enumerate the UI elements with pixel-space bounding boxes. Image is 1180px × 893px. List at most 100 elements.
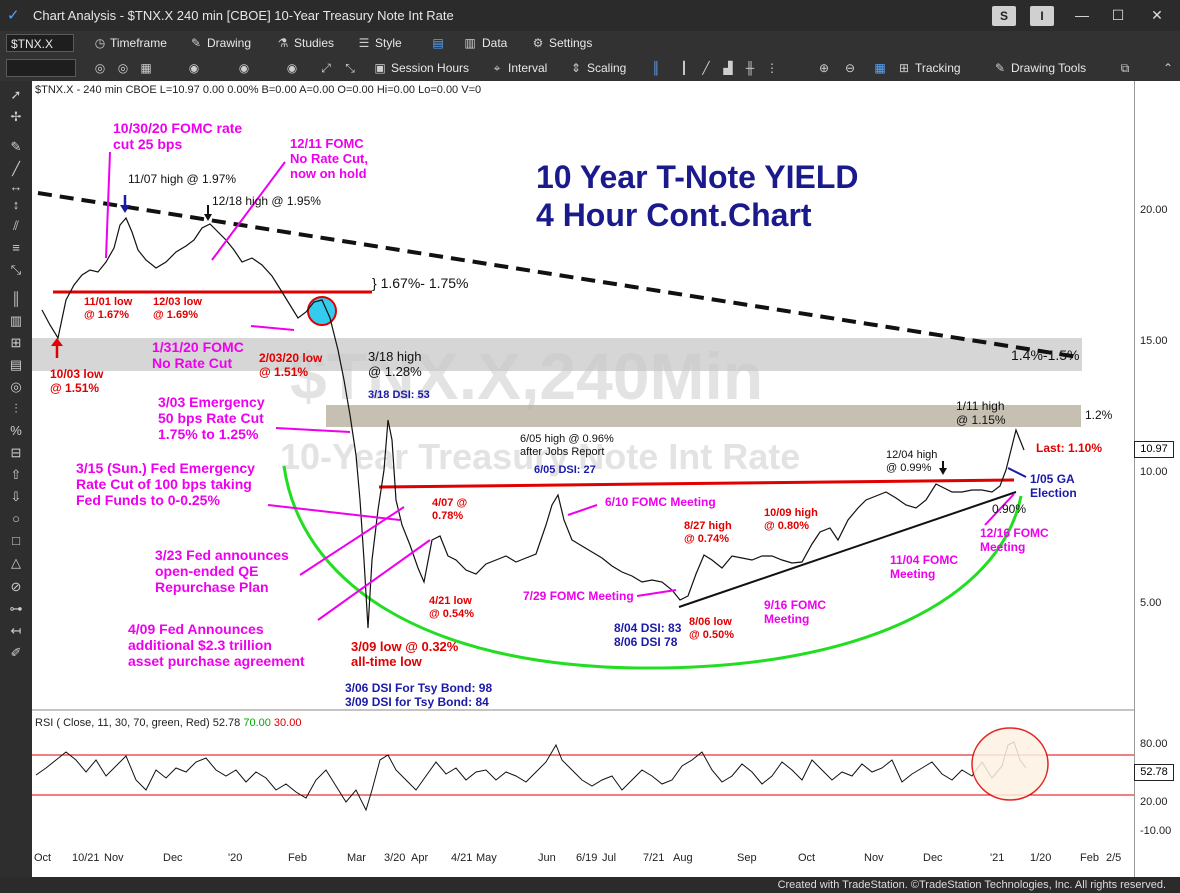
grid-icon[interactable]: ▦: [140, 61, 152, 75]
note-fomc-0916: 9/16 FOMC Meeting: [764, 598, 827, 626]
drawing-icon[interactable]: ✎: [190, 36, 202, 50]
chart-plot-area[interactable]: [32, 81, 1134, 877]
timeframe-menu[interactable]: Timeframe: [110, 36, 167, 50]
text-icon[interactable]: ≡: [12, 240, 20, 255]
gann-icon[interactable]: ⊞: [10, 335, 22, 350]
symbol-input[interactable]: $TNX.X: [6, 34, 74, 52]
note-high-0827: 8/27 high @ 0.74%: [684, 520, 732, 545]
dot-chart-icon[interactable]: ⋮: [766, 61, 778, 75]
pen-icon[interactable]: ✎: [10, 139, 22, 154]
interval-menu[interactable]: Interval: [508, 61, 548, 75]
x-tick: Apr: [411, 852, 429, 864]
note-val-0407: 4/07 @ 0.78%: [432, 497, 468, 522]
arrow-line-icon[interactable]: ⤡: [10, 262, 22, 277]
data-icon[interactable]: ▥: [464, 36, 476, 50]
note-dsi-0804: 8/04 DSI: 83 8/06 DSI 78: [614, 621, 682, 649]
triangle-icon[interactable]: △: [11, 555, 21, 570]
scaling-icon[interactable]: ⇕: [570, 61, 582, 75]
close-icon[interactable]: ✕: [1151, 7, 1163, 23]
zoom-in-icon[interactable]: ⊕: [818, 61, 830, 75]
circle-icon[interactable]: ○: [12, 511, 20, 526]
note-high-1218: 12/18 high @ 1.95%: [212, 194, 321, 208]
data-menu[interactable]: Data: [482, 36, 508, 50]
speed-icon[interactable]: ▤: [9, 357, 23, 372]
magnet-icon[interactable]: ⊘: [10, 579, 22, 594]
candle-chart-icon[interactable]: ┃: [680, 61, 688, 75]
link-icon[interactable]: ◎: [94, 61, 106, 75]
channel-icon[interactable]: ⫽: [13, 218, 19, 233]
zoom-back-icon[interactable]: ◉: [188, 61, 200, 75]
interval-icon[interactable]: ⌖: [493, 61, 501, 75]
andrews-icon[interactable]: ⫶: [14, 401, 18, 416]
settings-icon[interactable]: ⚙: [532, 36, 544, 50]
note-low-0309: 3/09 low @ 0.32% all-time low: [351, 639, 459, 669]
i-button[interactable]: I: [1030, 6, 1054, 26]
data-window-icon[interactable]: ▦: [874, 61, 886, 75]
style-icon[interactable]: ☰: [358, 36, 370, 50]
studies-icon[interactable]: ⚗: [277, 36, 289, 50]
bar-chart-icon[interactable]: ║: [651, 61, 661, 75]
x-tick: Dec: [923, 852, 943, 864]
percent-icon[interactable]: %: [10, 423, 22, 438]
move-icon[interactable]: ↤: [10, 623, 22, 638]
x-tick: '21: [990, 852, 1005, 864]
pointer-icon[interactable]: ➚: [10, 87, 22, 102]
x-tick: 4/21: [451, 852, 473, 864]
chart-type-icon[interactable]: ▤: [432, 36, 444, 50]
note-low-1101: 11/01 low @ 1.67%: [84, 296, 133, 321]
area-chart-icon[interactable]: ▟: [723, 61, 733, 75]
link2-icon[interactable]: ◎: [117, 61, 129, 75]
note-high-1009: 10/09 high @ 0.80%: [764, 507, 818, 532]
drawing-tools-icon[interactable]: ✎: [994, 61, 1006, 75]
line-chart-icon[interactable]: ╱: [702, 61, 710, 75]
tracking-menu[interactable]: Tracking: [915, 61, 961, 75]
fib-ext-icon[interactable]: ▥: [9, 313, 23, 328]
tracking-icon[interactable]: ⊞: [898, 61, 910, 75]
minimize-icon[interactable]: —: [1075, 7, 1089, 23]
price-icon[interactable]: ⊟: [10, 445, 22, 460]
x-tick: Jun: [538, 852, 556, 864]
arrow-down-icon[interactable]: ⇩: [10, 489, 22, 504]
arrow-up-icon[interactable]: ⇧: [10, 467, 22, 482]
rsi-os: 30.00: [273, 717, 302, 729]
horizontal-line-icon[interactable]: ↔: [9, 179, 23, 194]
collapse-toolbar-icon[interactable]: ⌃: [1162, 61, 1174, 75]
collapse-icon[interactable]: ⤡: [345, 61, 355, 75]
note-fomc-1216: 12/16 FOMC Meeting: [980, 526, 1049, 554]
zoom-out-icon[interactable]: ⊖: [844, 61, 856, 75]
s-button[interactable]: S: [992, 6, 1016, 26]
arrow-1003-head: [51, 338, 63, 346]
paint-icon[interactable]: ✐: [10, 645, 22, 660]
studies-menu[interactable]: Studies: [294, 36, 335, 50]
workspace-dropdown[interactable]: [6, 59, 76, 77]
hlc-chart-icon[interactable]: ╫: [745, 61, 755, 75]
drawing-menu[interactable]: Drawing: [207, 36, 252, 50]
y-tick-20: 20.00: [1140, 204, 1168, 216]
session-icon[interactable]: ▣: [374, 61, 386, 75]
resistance-zone-upper: [32, 338, 1082, 371]
new-window-icon[interactable]: ⧉: [1120, 61, 1130, 75]
timeframe-icon[interactable]: ◷: [94, 36, 106, 50]
x-tick: Sep: [737, 852, 757, 864]
scaling-menu[interactable]: Scaling: [587, 61, 627, 75]
session-hours-menu[interactable]: Session Hours: [391, 61, 470, 75]
fib-icon[interactable]: ║: [11, 291, 21, 306]
price-axis[interactable]: [1134, 81, 1180, 877]
x-tick: Oct: [798, 852, 816, 864]
ruler-icon[interactable]: ⊶: [9, 601, 23, 616]
pointer-0303: [275, 427, 351, 433]
trendline-icon[interactable]: ╱: [12, 161, 20, 176]
drawing-tools-menu[interactable]: Drawing Tools: [1011, 61, 1087, 75]
style-menu[interactable]: Style: [375, 36, 402, 50]
last-price-marker: 10.97: [1134, 441, 1174, 458]
crosshair-icon[interactable]: ✢: [10, 109, 22, 124]
rectangle-icon[interactable]: □: [12, 533, 20, 548]
refresh-icon[interactable]: ◉: [286, 61, 298, 75]
vertical-line-icon[interactable]: ↕: [12, 197, 20, 212]
settings-menu[interactable]: Settings: [549, 36, 593, 50]
cycle-icon[interactable]: ◎: [10, 379, 22, 394]
expand-icon[interactable]: ⤢: [321, 61, 331, 75]
x-tick: Nov: [864, 852, 884, 864]
maximize-icon[interactable]: ☐: [1111, 7, 1125, 23]
zoom-fwd-icon[interactable]: ◉: [238, 61, 250, 75]
